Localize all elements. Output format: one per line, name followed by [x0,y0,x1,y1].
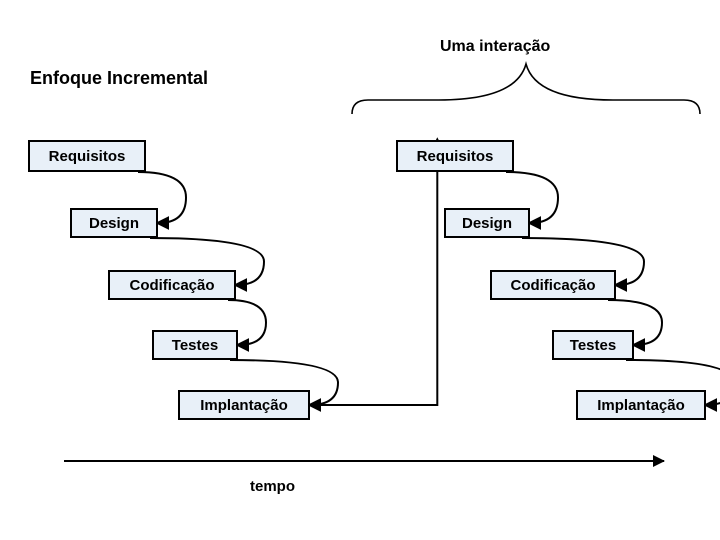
node-l-imp: Implantação [178,390,310,420]
node-r-imp: Implantação [576,390,706,420]
approach-title: Enfoque Incremental [30,68,208,89]
time-axis-label: tempo [250,478,295,495]
time-axis [64,460,664,462]
node-r-req: Requisitos [396,140,514,172]
diagram-canvas: Uma interação Enfoque Incremental tempo … [0,0,720,540]
node-r-des: Design [444,208,530,238]
node-l-req: Requisitos [28,140,146,172]
node-r-cod: Codificação [490,270,616,300]
node-r-tes: Testes [552,330,634,360]
node-l-cod: Codificação [108,270,236,300]
node-l-des: Design [70,208,158,238]
node-l-tes: Testes [152,330,238,360]
interaction-title: Uma interação [440,38,550,56]
